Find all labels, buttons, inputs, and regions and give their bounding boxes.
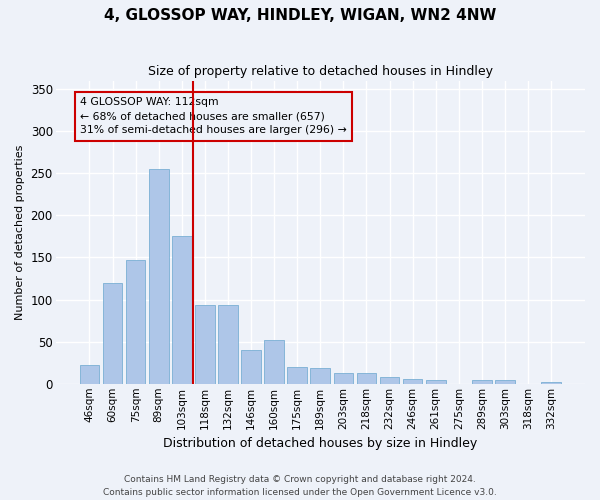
Bar [356, 373, 376, 384]
X-axis label: Distribution of detached houses by size in Hindley: Distribution of detached houses by size … [163, 437, 478, 450]
Bar [495, 380, 515, 384]
Bar [218, 306, 238, 384]
Text: 4 GLOSSOP WAY: 112sqm
← 68% of detached houses are smaller (657)
31% of semi-det: 4 GLOSSOP WAY: 112sqm ← 68% of detached … [80, 98, 347, 136]
Text: 4, GLOSSOP WAY, HINDLEY, WIGAN, WN2 4NW: 4, GLOSSOP WAY, HINDLEY, WIGAN, WN2 4NW [104, 8, 496, 22]
Bar [403, 378, 422, 384]
Bar [103, 282, 122, 384]
Bar [310, 368, 330, 384]
Bar [426, 380, 446, 384]
Bar [195, 304, 215, 384]
Bar [172, 236, 191, 384]
Bar [80, 365, 99, 384]
Bar [472, 380, 491, 384]
Bar [265, 340, 284, 384]
Bar [541, 382, 561, 384]
Bar [334, 373, 353, 384]
Bar [380, 377, 400, 384]
Title: Size of property relative to detached houses in Hindley: Size of property relative to detached ho… [148, 65, 493, 78]
Bar [126, 260, 145, 384]
Y-axis label: Number of detached properties: Number of detached properties [15, 144, 25, 320]
Bar [241, 350, 261, 384]
Text: Contains HM Land Registry data © Crown copyright and database right 2024.
Contai: Contains HM Land Registry data © Crown c… [103, 476, 497, 497]
Bar [287, 367, 307, 384]
Bar [149, 169, 169, 384]
